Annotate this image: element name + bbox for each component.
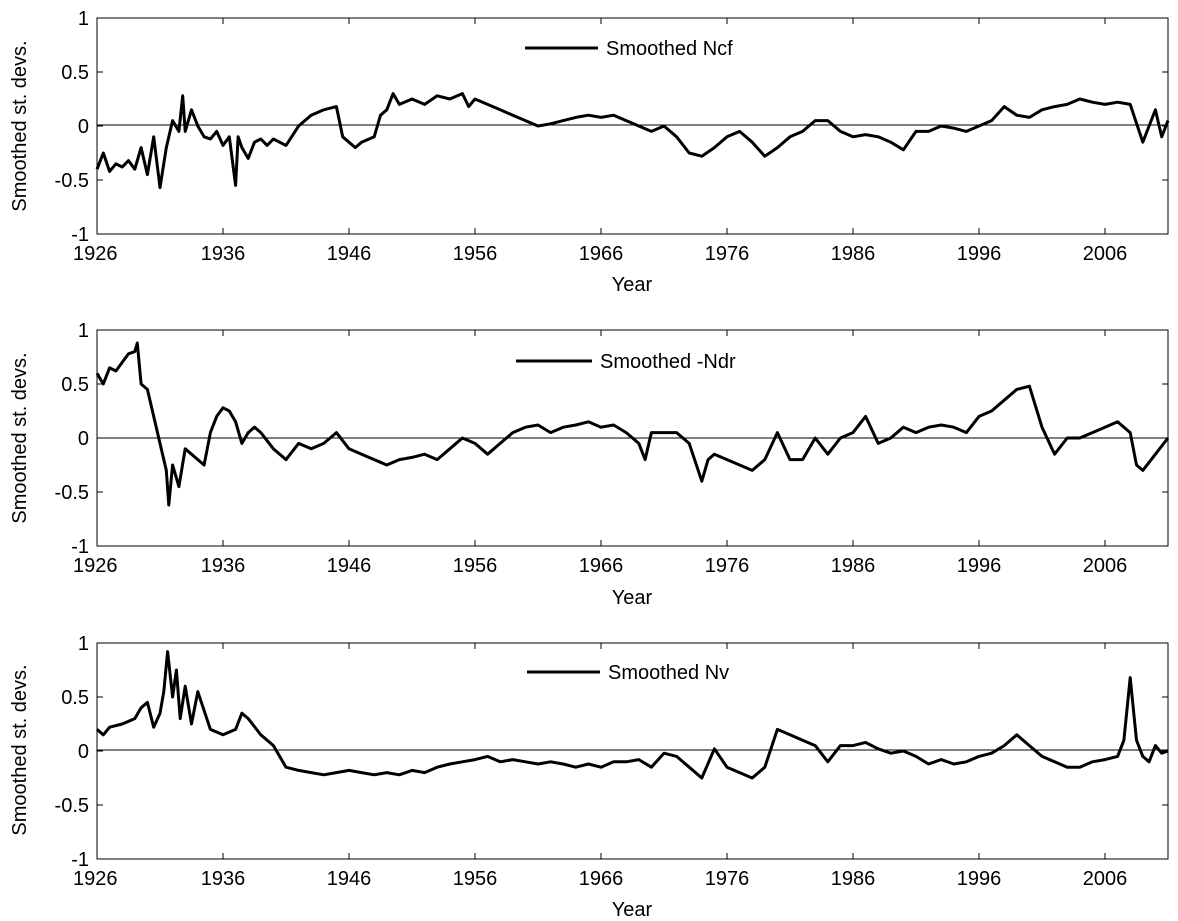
x-tick-label: 1956	[453, 868, 498, 890]
y-tick-label: 1	[78, 633, 89, 655]
y-axis-label: Smoothed st. devs.	[9, 40, 31, 211]
x-tick-label: 1956	[453, 243, 498, 265]
x-tick-label: 1936	[201, 555, 246, 577]
x-tick-label: 2006	[1083, 243, 1128, 265]
x-tick-label: 1996	[957, 555, 1002, 577]
x-tick-label: 1936	[201, 868, 246, 890]
panel-nv: 1 0.5 0 -0.5 -1 1926 1936 1946 1956 1966 1976 1986…	[9, 633, 1169, 921]
y-tick-label: 0	[78, 741, 89, 763]
x-tick-label: 1956	[453, 555, 498, 577]
y-axis-label: Smoothed st. devs.	[9, 664, 31, 835]
y-tick-label: 0.5	[61, 374, 89, 396]
x-tick-label: 1926	[73, 555, 118, 577]
legend-label: Smoothed Ncf	[606, 38, 733, 60]
y-tick-label: -1	[71, 224, 89, 246]
x-axis-label: Year	[612, 274, 653, 296]
x-tick-label: 1996	[957, 868, 1002, 890]
y-tick-label: 1	[78, 8, 89, 30]
series-line	[95, 341, 1170, 507]
x-tick-label: 1976	[705, 243, 750, 265]
x-tick-label: 2006	[1083, 868, 1128, 890]
series-line	[95, 92, 1170, 190]
y-tick-label: -0.5	[55, 795, 89, 817]
x-tick-label: 1926	[73, 868, 118, 890]
legend-label: Smoothed Nv	[608, 662, 729, 684]
legend: Smoothed -Ndr	[516, 351, 736, 373]
x-tick-label: 1986	[831, 243, 876, 265]
y-tick-label: -1	[71, 849, 89, 871]
x-tick-label: 1966	[579, 555, 624, 577]
y-tick-label: -0.5	[55, 482, 89, 504]
y-tick-label: 0.5	[61, 687, 89, 709]
y-ticks: 1 0.5 0 -0.5 -1	[55, 8, 1168, 246]
x-tick-label: 1966	[579, 868, 624, 890]
x-axis-label: Year	[612, 899, 653, 921]
panel-ncf: 1 0.5 0 -0.5 -1 1926 1936 1946 1956 1966 1976 1986…	[9, 8, 1170, 296]
x-tick-label: 1946	[327, 868, 372, 890]
x-tick-label: 1966	[579, 243, 624, 265]
x-tick-label: 1936	[201, 243, 246, 265]
y-tick-label: -1	[71, 536, 89, 558]
legend: Smoothed Ncf	[525, 38, 733, 60]
x-axis-label: Year	[612, 587, 653, 609]
x-ticks: 1926 1936 1946 1956 1966 1976 1986 1996 2006	[73, 643, 1127, 890]
x-tick-label: 1926	[73, 243, 118, 265]
x-tick-label: 1976	[705, 868, 750, 890]
x-ticks: 1926 1936 1946 1956 1966 1976 1986 1996 2006	[73, 330, 1127, 577]
y-tick-label: 1	[78, 320, 89, 342]
x-tick-label: 1946	[327, 243, 372, 265]
y-tick-label: 0	[78, 116, 89, 138]
series-line	[96, 650, 1169, 780]
y-tick-label: 0.5	[61, 62, 89, 84]
x-tick-label: 2006	[1083, 555, 1128, 577]
panel-ndr: 1 0.5 0 -0.5 -1 1926 1936 1946 1956 1966 1976 1986…	[9, 320, 1170, 609]
x-tick-label: 1946	[327, 555, 372, 577]
y-axis-label: Smoothed st. devs.	[9, 352, 31, 523]
x-tick-label: 1986	[831, 868, 876, 890]
y-ticks: 1 0.5 0 -0.5 -1	[55, 633, 1168, 871]
y-tick-label: 0	[78, 428, 89, 450]
x-ticks: 1926 1936 1946 1956 1966 1976 1986 1996 2006	[73, 18, 1127, 265]
legend-label: Smoothed -Ndr	[600, 351, 736, 373]
x-tick-label: 1996	[957, 243, 1002, 265]
y-tick-label: -0.5	[55, 170, 89, 192]
legend: Smoothed Nv	[527, 662, 729, 684]
x-tick-label: 1986	[831, 555, 876, 577]
x-tick-label: 1976	[705, 555, 750, 577]
y-ticks: 1 0.5 0 -0.5 -1	[55, 320, 1168, 558]
